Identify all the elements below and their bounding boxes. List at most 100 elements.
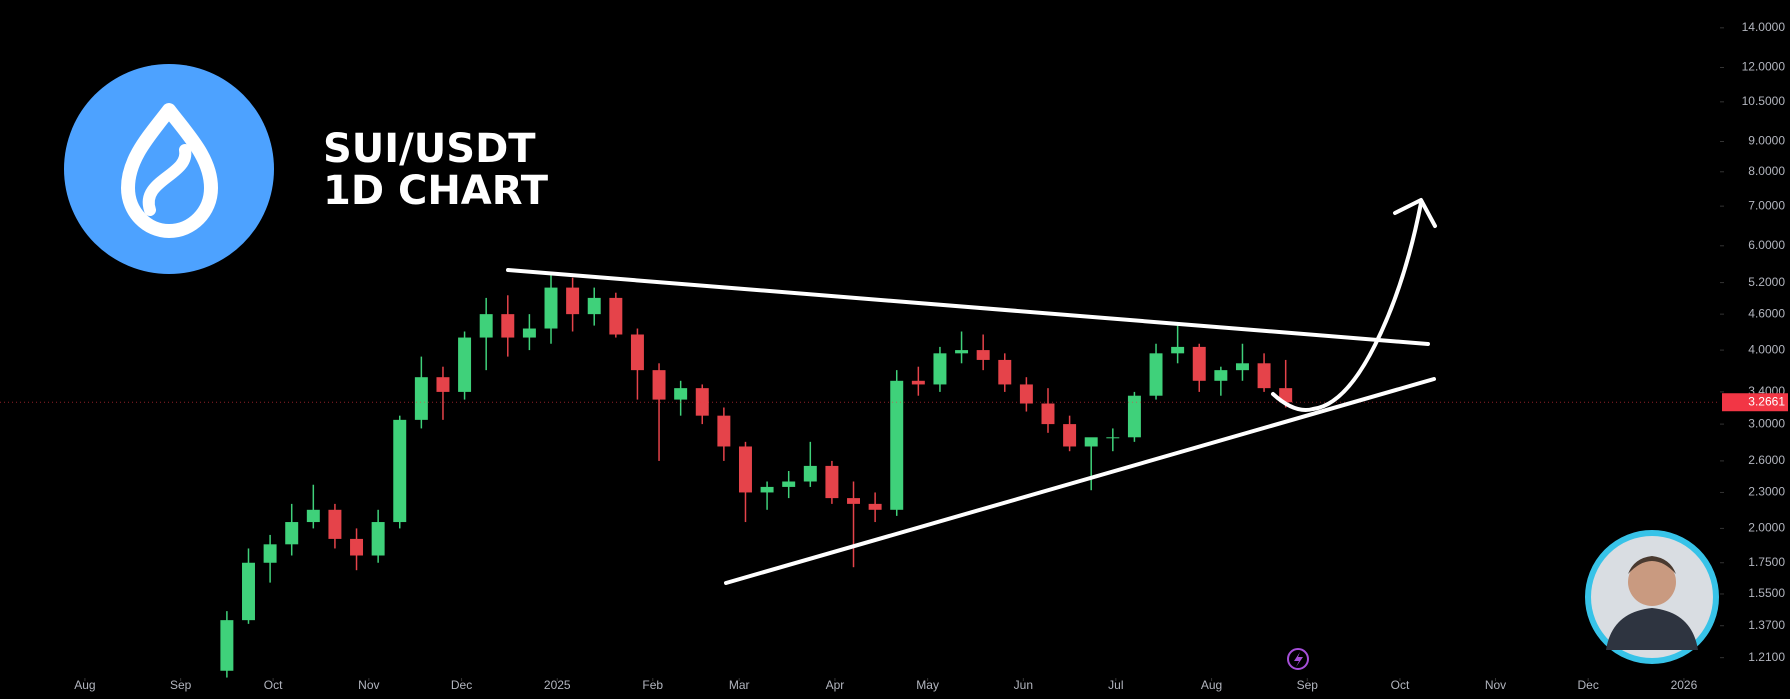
logo-drop	[121, 103, 218, 238]
alert-circle[interactable]	[1287, 648, 1309, 670]
x-tick-label: Aug	[74, 678, 95, 692]
candle-body	[803, 465, 817, 482]
candle-body	[285, 522, 299, 545]
avatar-hair	[1628, 556, 1676, 574]
candle-body	[1214, 370, 1228, 381]
candle-body	[1171, 346, 1185, 354]
candle-body	[782, 481, 796, 487]
candle-body	[933, 353, 947, 385]
x-tick-label: Jun	[1014, 678, 1033, 692]
last-price-box	[1722, 393, 1788, 412]
candle-body	[1235, 363, 1249, 371]
arrow-head	[1393, 198, 1437, 228]
candle-body	[458, 337, 472, 392]
x-tick-label: 2025	[544, 678, 571, 692]
candle-body	[1084, 437, 1098, 447]
candle-body	[371, 522, 385, 556]
candle-body	[306, 509, 320, 523]
lower-trendline	[724, 377, 1436, 585]
candle-body	[695, 388, 709, 416]
candle-body	[998, 359, 1012, 385]
y-tick-label: 10.5000	[1742, 94, 1786, 108]
sui-logo	[64, 64, 274, 274]
x-tick-label: Dec	[1578, 678, 1599, 692]
candle-body	[1106, 437, 1120, 439]
candle-body	[328, 509, 342, 539]
candle-body	[522, 328, 536, 338]
candle-body	[220, 620, 234, 671]
y-tick-label: 12.0000	[1742, 60, 1786, 74]
projection-arrow	[1271, 201, 1423, 412]
candle-body	[630, 334, 644, 371]
candle-body	[1192, 346, 1206, 381]
y-tick-label: 9.0000	[1748, 134, 1785, 148]
y-tick-label: 3.0000	[1748, 416, 1785, 430]
x-tick-label: Apr	[826, 678, 845, 692]
y-tick-label: 4.6000	[1748, 306, 1785, 320]
candle-body	[717, 415, 731, 447]
y-tick-label: 4.0000	[1748, 342, 1785, 356]
candle-body	[868, 503, 882, 510]
candle-body	[587, 297, 601, 315]
chart-subtitle: 1D CHART	[323, 168, 549, 214]
candle-body	[566, 287, 580, 315]
candle-body	[1149, 353, 1163, 396]
y-tick-label: 1.2100	[1748, 650, 1785, 664]
candle-body	[652, 370, 666, 400]
x-tick-label: Nov	[1485, 678, 1506, 692]
upper-trendline	[506, 268, 1430, 346]
y-tick-label: 1.5500	[1748, 586, 1785, 600]
y-tick-label: 2.0000	[1748, 521, 1785, 535]
candle-body	[263, 544, 277, 563]
x-tick-label: Dec	[451, 678, 472, 692]
candle-body	[1279, 388, 1293, 403]
y-tick-label: 1.3700	[1748, 618, 1785, 632]
candle-body	[501, 314, 515, 338]
y-tick-label: 5.2000	[1748, 275, 1785, 289]
chart-title: SUI/USDT	[323, 126, 536, 172]
x-tick-label: Oct	[264, 678, 283, 692]
y-tick-label: 8.0000	[1748, 164, 1785, 178]
candle-body	[674, 388, 688, 400]
x-tick-label: Oct	[1391, 678, 1410, 692]
x-tick-label: May	[916, 678, 939, 692]
candle-body	[890, 380, 904, 510]
candle-body	[825, 465, 839, 499]
candle-body	[1127, 395, 1141, 438]
avatar-body	[1606, 608, 1698, 650]
candle-body	[976, 350, 990, 360]
candle-body	[436, 377, 450, 392]
candle-body	[847, 498, 860, 504]
candle-body	[1063, 424, 1077, 447]
candle-body	[350, 538, 364, 556]
alert-bolt[interactable]	[1294, 652, 1303, 667]
x-tick-label: 2026	[1671, 678, 1698, 692]
last-price-label: 3.2661	[1748, 394, 1785, 408]
y-tick-label: 2.3000	[1748, 485, 1785, 499]
x-tick-label: Mar	[729, 678, 750, 692]
candle-body	[414, 377, 428, 420]
x-tick-label: Aug	[1201, 678, 1222, 692]
x-tick-label: Sep	[170, 678, 192, 692]
annotations	[506, 198, 1437, 585]
y-tick-label: 7.0000	[1748, 198, 1785, 212]
y-tick-label: 14.0000	[1742, 20, 1786, 34]
x-tick-label: Nov	[358, 678, 379, 692]
alert-icon[interactable]	[1287, 648, 1309, 670]
y-tick-label: 1.7500	[1748, 555, 1785, 569]
candle-body	[393, 419, 407, 523]
y-tick-label: 2.6000	[1748, 453, 1785, 467]
plot-area: 14.0000 12.0000 10.5000 9.0000 8.0000 7.0000 6…	[0, 20, 1788, 692]
candle-body	[609, 297, 623, 335]
x-tick-label: Jul	[1108, 678, 1123, 692]
y-tick-label: 6.0000	[1748, 238, 1785, 252]
candle-body	[544, 287, 558, 329]
candle-body	[242, 562, 255, 621]
avatar	[1585, 530, 1719, 664]
avatar-head	[1628, 558, 1676, 606]
candle-body	[1019, 384, 1033, 404]
candle-body	[1041, 403, 1055, 425]
candle-body	[1257, 363, 1271, 389]
candle-body	[738, 446, 752, 493]
